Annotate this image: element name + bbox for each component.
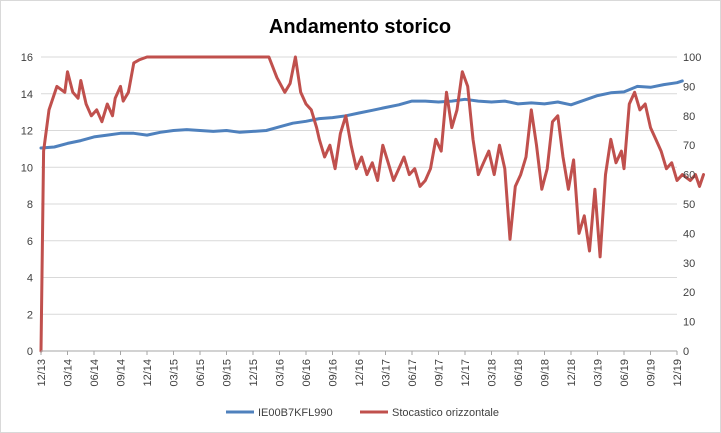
y-tick-label-right: 90 — [683, 81, 695, 93]
x-tick-label: 06/19 — [619, 359, 631, 387]
y-tick-label-right: 60 — [683, 170, 695, 182]
legend-label: IE00B7KFL990 — [258, 407, 333, 419]
x-tick-label: 12/18 — [566, 359, 578, 387]
legend: IE00B7KFL990 Stocastico orizzontale — [226, 407, 499, 419]
x-tick-label: 09/15 — [222, 359, 234, 387]
y-tick-label-right: 40 — [683, 228, 695, 240]
y-tick-label-left: 10 — [21, 162, 33, 174]
y-tick-label-left: 14 — [21, 89, 33, 101]
x-tick-label: 12/15 — [248, 359, 260, 387]
x-tick-label: 12/16 — [354, 359, 366, 387]
y-tick-label-left: 6 — [27, 236, 33, 248]
x-tick-label: 03/15 — [169, 359, 181, 387]
legend-label: Stocastico orizzontale — [392, 407, 499, 419]
x-tick-label: 06/18 — [513, 359, 525, 387]
x-tick-label: 03/19 — [593, 359, 605, 387]
y-tick-label-left: 8 — [27, 199, 33, 211]
axes: 0 2 4 6 8 10 12 14 16 0 10 20 30 40 50 60 70 80 90 100 12/13… — [21, 52, 702, 387]
y-tick-label-right: 20 — [683, 287, 695, 299]
x-tick-label: 06/17 — [407, 359, 419, 387]
y-tick-label-right: 0 — [683, 346, 689, 358]
y-tick-label-left: 16 — [21, 52, 33, 64]
x-tick-label: 06/14 — [89, 359, 101, 387]
y-tick-label-left: 12 — [21, 126, 33, 138]
x-tick-label: 09/14 — [116, 359, 128, 387]
chart-title: Andamento storico — [269, 16, 451, 38]
x-tick-label: 12/13 — [36, 359, 48, 387]
y-tick-label-left: 0 — [27, 346, 33, 358]
series-line-2 — [39, 55, 705, 353]
x-tick-label: 03/17 — [381, 359, 393, 387]
y-tick-label-left: 4 — [27, 273, 33, 285]
series-line-1 — [39, 79, 684, 150]
x-tick-label: 06/16 — [301, 359, 313, 387]
y-tick-label-right: 50 — [683, 199, 695, 211]
x-tick-label: 09/19 — [646, 359, 658, 387]
x-tick-label: 12/17 — [460, 359, 472, 387]
x-tick-label: 12/14 — [142, 359, 154, 387]
y-tick-label-right: 70 — [683, 140, 695, 152]
x-tick-label: 06/15 — [195, 359, 207, 387]
x-tick-label: 03/18 — [487, 359, 499, 387]
x-tick-label: 03/16 — [275, 359, 287, 387]
y-tick-label-right: 80 — [683, 111, 695, 123]
y-tick-label-left: 2 — [27, 309, 33, 321]
x-tick-label: 09/18 — [540, 359, 552, 387]
x-tick-label: 12/19 — [672, 359, 684, 387]
y-tick-label-right: 100 — [683, 52, 701, 64]
y-tick-label-right: 30 — [683, 258, 695, 270]
x-tick-label: 09/16 — [328, 359, 340, 387]
x-tick-label: 03/14 — [63, 359, 75, 387]
y-tick-label-right: 10 — [683, 317, 695, 329]
x-tick-label: 09/17 — [434, 359, 446, 387]
plot-lines — [39, 55, 705, 353]
